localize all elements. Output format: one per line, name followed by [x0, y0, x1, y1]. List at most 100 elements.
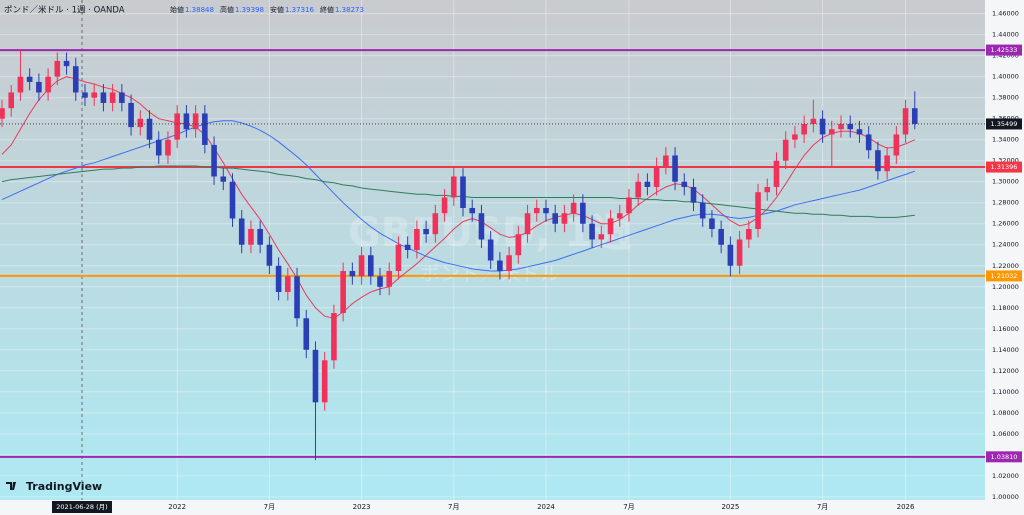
candle-body [331, 313, 337, 361]
ohlc-label: 始値 [170, 5, 184, 14]
x-tick-label: 2025 [721, 503, 739, 511]
x-tick-label: 7月 [817, 503, 828, 511]
candle-body [884, 155, 890, 172]
symbol-title: ポンド／米ドル · 1週 · OANDA [4, 5, 125, 16]
x-tick-label: 2026 [897, 503, 915, 511]
candle-body [764, 186, 771, 193]
y-tick-label: 1.06000 [992, 430, 1019, 438]
candle-body [432, 213, 439, 235]
watermark-name: ポンド／米ドル [420, 262, 560, 286]
candle-body [902, 108, 909, 135]
candle-body [72, 66, 79, 93]
candle-body [589, 223, 595, 240]
time-axis [0, 500, 985, 515]
candle-body [100, 92, 107, 103]
x-tick-label: 7月 [623, 503, 634, 511]
crosshair-label-bg [52, 501, 112, 513]
candle-body [36, 81, 42, 93]
candle-body [294, 276, 300, 319]
candle-body [26, 76, 33, 82]
logo: TradingView [26, 480, 102, 493]
y-tick-label: 1.18000 [992, 304, 1019, 312]
ohlc-label: 安値 [270, 5, 284, 14]
candle-body [423, 228, 429, 235]
y-tick-label: 1.20000 [992, 283, 1019, 291]
y-tick-label: 1.08000 [992, 409, 1019, 417]
candle-body [810, 118, 817, 124]
candle-body [192, 113, 199, 130]
y-tick-label: 1.38000 [992, 94, 1019, 102]
candle-body [441, 197, 448, 214]
x-tick-label: 2023 [353, 503, 371, 511]
candle-body [875, 150, 881, 172]
candle-body [699, 202, 706, 219]
x-tick-label: 2024 [537, 503, 555, 511]
candle-body [155, 139, 162, 156]
candle-body [727, 244, 734, 266]
candle-body [644, 181, 651, 187]
crosshair-label: 2021-06-28 (月) [56, 503, 107, 511]
y-tick-label: 1.10000 [992, 388, 1019, 396]
y-tick-label: 1.02000 [992, 472, 1019, 480]
level-label-bg [986, 451, 1022, 463]
candle-body [543, 207, 549, 214]
candle-body [865, 134, 872, 151]
candle-body [690, 186, 697, 203]
candle-body [773, 160, 780, 187]
candle-body [856, 129, 863, 135]
candle-body [672, 155, 678, 182]
candle-body [911, 108, 918, 124]
candle-body [54, 60, 61, 77]
candle-body [414, 228, 420, 250]
x-tick-label: 7月 [264, 503, 275, 511]
level-label-bg [986, 44, 1022, 56]
y-tick-label: 1.00000 [992, 493, 1019, 501]
logo-icon [6, 482, 16, 490]
candle-body [792, 134, 798, 140]
x-tick-label: 2022 [168, 503, 186, 511]
candle-body [460, 176, 466, 208]
candle-body [174, 113, 180, 140]
moving-average [1, 120, 915, 272]
candle-body [349, 271, 356, 277]
candle-body [782, 139, 789, 161]
candle-body [109, 92, 116, 103]
y-tick-label: 1.28000 [992, 199, 1019, 207]
y-tick-label: 1.42000 [992, 52, 1019, 60]
candle-body [404, 244, 411, 250]
candle-body [819, 118, 826, 135]
level-label-bg [986, 161, 1022, 173]
candle-body [321, 360, 328, 403]
candle-body [598, 234, 605, 240]
candle-body [377, 276, 383, 287]
candle-body [515, 234, 522, 256]
candle-body [17, 76, 24, 93]
candle-body [119, 92, 125, 103]
candle-body [635, 181, 641, 198]
candle-body [736, 239, 743, 266]
level-label-bg [986, 270, 1022, 282]
candle-body [266, 244, 273, 266]
candle-body [211, 144, 217, 177]
y-tick-label: 1.12000 [992, 367, 1019, 375]
candle-body [257, 228, 263, 245]
candle-body [340, 271, 346, 314]
candle-body [45, 76, 51, 93]
y-tick-label: 1.46000 [992, 10, 1019, 18]
candle-body [746, 228, 752, 240]
ohlc-value: 1.37316 [285, 6, 314, 14]
candle-body [718, 228, 724, 245]
candle-body [847, 123, 854, 130]
candle-body [137, 118, 144, 128]
candle-body [506, 255, 512, 272]
candle-body [663, 155, 669, 166]
candle-body [561, 213, 568, 224]
y-tick-label: 1.34000 [992, 136, 1019, 144]
moving-average [1, 165, 915, 218]
y-tick-label: 1.14000 [992, 346, 1019, 354]
level-label: 1.21032 [991, 272, 1018, 280]
candle-body [202, 113, 208, 145]
candle-body [183, 113, 190, 130]
ohlc-label: 高値 [220, 5, 234, 14]
